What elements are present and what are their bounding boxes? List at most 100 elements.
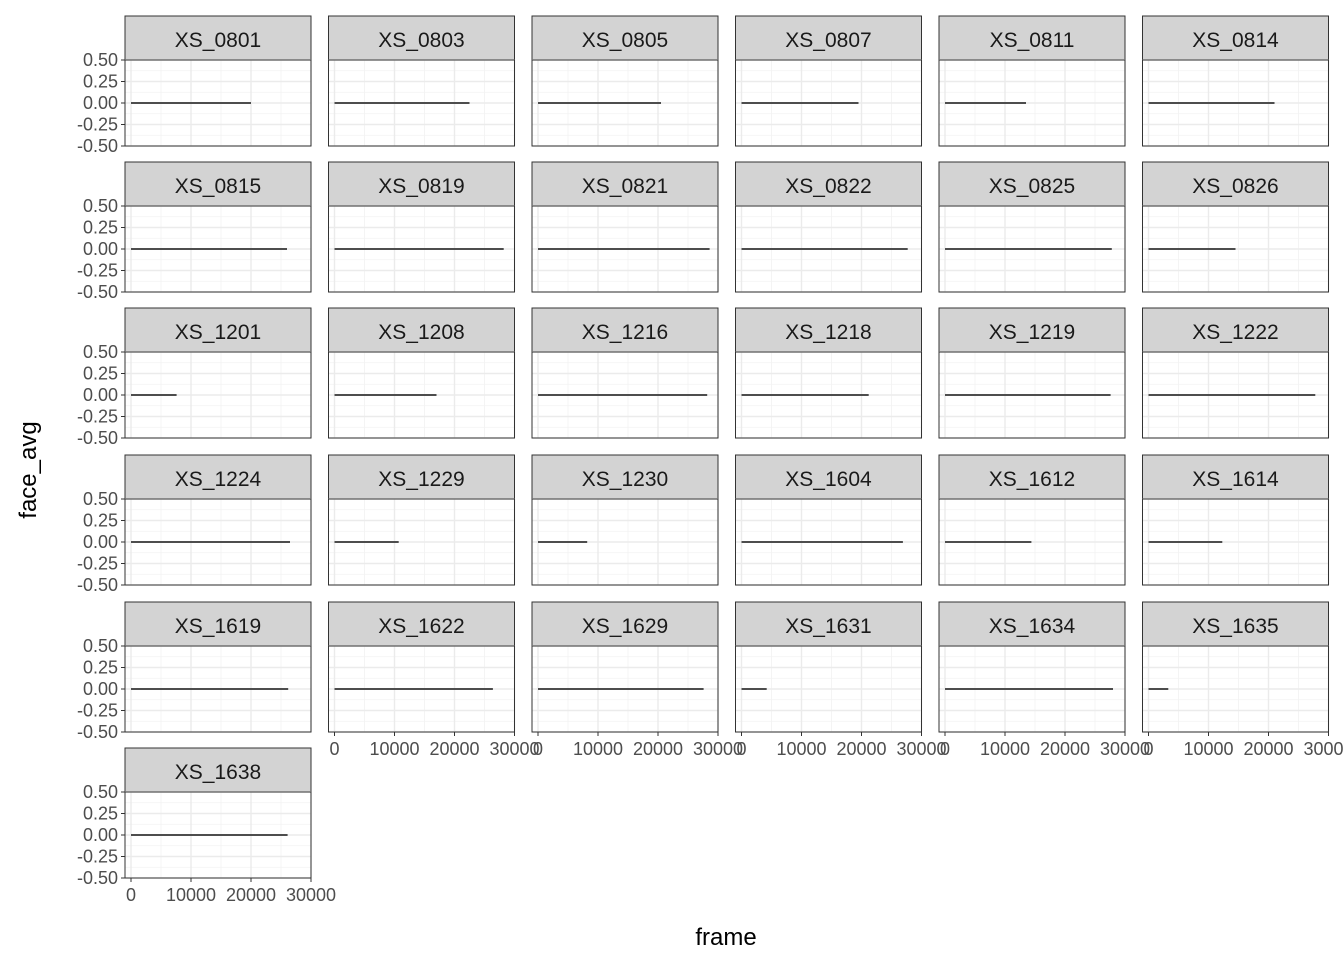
facet-panel-xs-0826: XS_0826 bbox=[1142, 161, 1330, 293]
x-tick-label: 30000 bbox=[896, 739, 946, 759]
y-tick-label: 0.00 bbox=[83, 385, 118, 405]
facet-strip-label: XS_1635 bbox=[1192, 615, 1278, 638]
facet-panel-xs-0819: XS_0819 bbox=[328, 161, 516, 293]
x-tick-label: 10000 bbox=[1183, 739, 1233, 759]
facet-strip-label: XS_0822 bbox=[785, 175, 871, 198]
x-tick-label: 30000 bbox=[693, 739, 743, 759]
facet-strip bbox=[938, 601, 1126, 647]
facet-panel-xs-1612: XS_1612 bbox=[938, 454, 1126, 586]
facet-strip bbox=[938, 15, 1126, 61]
facet-strip-label: XS_1634 bbox=[989, 615, 1076, 638]
y-tick-label: 0.00 bbox=[83, 93, 118, 113]
facet-strip bbox=[735, 15, 922, 61]
facet-strip-label: XS_1229 bbox=[378, 468, 464, 491]
facet-strip bbox=[328, 307, 515, 353]
panel-border bbox=[938, 351, 1126, 439]
panel-border bbox=[328, 645, 515, 733]
x-tick-label: 20000 bbox=[1243, 739, 1293, 759]
facet-panel-xs-1216: XS_1216 bbox=[531, 307, 719, 439]
y-tick-label: -0.50 bbox=[77, 868, 118, 888]
facet-panel-xs-0807: XS_0807 bbox=[735, 15, 923, 147]
facet-strip-label: XS_1631 bbox=[785, 615, 871, 638]
x-tick-label: 20000 bbox=[836, 739, 886, 759]
panel-border bbox=[531, 645, 719, 733]
panel-border bbox=[328, 498, 515, 586]
facet-strip bbox=[735, 454, 922, 500]
panel-border bbox=[735, 205, 922, 293]
facet-strip bbox=[531, 601, 719, 647]
facet-strip-label: XS_1230 bbox=[582, 468, 668, 491]
facet-panel-xs-1224: XS_1224 0.500.250.00-0.25-0.50 bbox=[77, 454, 312, 595]
y-tick-label: 0.25 bbox=[83, 72, 118, 92]
y-tick-label: 0.25 bbox=[83, 511, 118, 531]
facet-strip-label: XS_1604 bbox=[785, 468, 872, 491]
facet-strip bbox=[1142, 15, 1329, 61]
x-tick-label: 30000 bbox=[286, 885, 336, 905]
x-axis-title: frame bbox=[695, 924, 756, 951]
facet-strip-label: XS_1219 bbox=[989, 321, 1075, 344]
panel-border bbox=[328, 351, 515, 439]
facet-strip-label: XS_1622 bbox=[378, 615, 464, 638]
panel-border bbox=[531, 205, 719, 293]
panel-border bbox=[1142, 59, 1329, 147]
y-tick-label: 0.00 bbox=[83, 239, 118, 259]
facet-strip bbox=[1142, 161, 1329, 207]
facet-strip bbox=[938, 454, 1126, 500]
x-tick-label: 20000 bbox=[429, 739, 479, 759]
facet-strip-label: XS_0805 bbox=[582, 29, 668, 52]
facet-panel-xs-1614: XS_1614 bbox=[1142, 454, 1330, 586]
x-tick-label: 20000 bbox=[633, 739, 683, 759]
facet-panel-xs-0815: XS_0815 0.500.250.00-0.25-0.50 bbox=[77, 161, 312, 302]
facet-panel-xs-1219: XS_1219 bbox=[938, 307, 1126, 439]
y-tick-label: -0.25 bbox=[77, 407, 118, 427]
x-tick-label: 20000 bbox=[1040, 739, 1090, 759]
x-tick-label: 0 bbox=[533, 739, 543, 759]
x-tick-label: 0 bbox=[736, 739, 746, 759]
x-tick-label: 30000 bbox=[489, 739, 539, 759]
facet-strip-label: XS_1638 bbox=[175, 761, 261, 784]
y-tick-label: 0.25 bbox=[83, 804, 118, 824]
facet-panel-xs-0825: XS_0825 bbox=[938, 161, 1126, 293]
facet-strip-label: XS_0811 bbox=[990, 29, 1075, 52]
facet-panel-xs-0803: XS_0803 bbox=[328, 15, 516, 147]
facet-panel-xs-0805: XS_0805 bbox=[531, 15, 719, 147]
y-tick-label: -0.50 bbox=[77, 722, 118, 742]
y-tick-label: 0.50 bbox=[83, 489, 118, 509]
y-tick-label: 0.00 bbox=[83, 679, 118, 699]
facet-panel-xs-0814: XS_0814 bbox=[1142, 15, 1330, 147]
panel-border bbox=[735, 351, 922, 439]
facet-strip-label: XS_1619 bbox=[175, 615, 261, 638]
facet-strip-label: XS_1218 bbox=[785, 321, 871, 344]
facet-strip bbox=[735, 601, 922, 647]
facet-strip bbox=[531, 454, 719, 500]
facet-strip bbox=[124, 747, 312, 793]
y-tick-label: 0.50 bbox=[83, 782, 118, 802]
facet-strip bbox=[1142, 454, 1329, 500]
facet-strip-label: XS_0801 bbox=[175, 29, 261, 52]
y-tick-label: -0.25 bbox=[77, 261, 118, 281]
facet-panel-xs-1229: XS_1229 bbox=[328, 454, 516, 586]
x-tick-label: 10000 bbox=[776, 739, 826, 759]
x-tick-label: 0 bbox=[940, 739, 950, 759]
y-tick-label: 0.25 bbox=[83, 364, 118, 384]
facet-strip bbox=[1142, 601, 1329, 647]
y-tick-label: -0.50 bbox=[77, 428, 118, 448]
panel-border bbox=[938, 59, 1126, 147]
facet-panel-xs-0801: XS_0801 0.500.250.00-0.25-0.50 bbox=[77, 15, 312, 156]
y-tick-label: -0.25 bbox=[77, 115, 118, 135]
y-tick-label: 0.25 bbox=[83, 218, 118, 238]
facet-strip bbox=[531, 307, 719, 353]
panel-border bbox=[735, 59, 922, 147]
facet-strip-label: XS_0814 bbox=[1192, 29, 1279, 52]
facet-strip-label: XS_0807 bbox=[785, 29, 871, 52]
y-tick-label: 0.00 bbox=[83, 532, 118, 552]
panel-border bbox=[1142, 645, 1329, 733]
panel-border bbox=[735, 645, 922, 733]
facet-panel-xs-1622: XS_1622 0 10000 20000 30000 bbox=[328, 601, 540, 759]
panel-border bbox=[938, 205, 1126, 293]
y-tick-label: 0.50 bbox=[83, 50, 118, 70]
x-tick-label: 20000 bbox=[226, 885, 276, 905]
x-tick-label: 0 bbox=[126, 885, 136, 905]
y-tick-label: -0.25 bbox=[77, 554, 118, 574]
y-tick-label: 0.00 bbox=[83, 825, 118, 845]
